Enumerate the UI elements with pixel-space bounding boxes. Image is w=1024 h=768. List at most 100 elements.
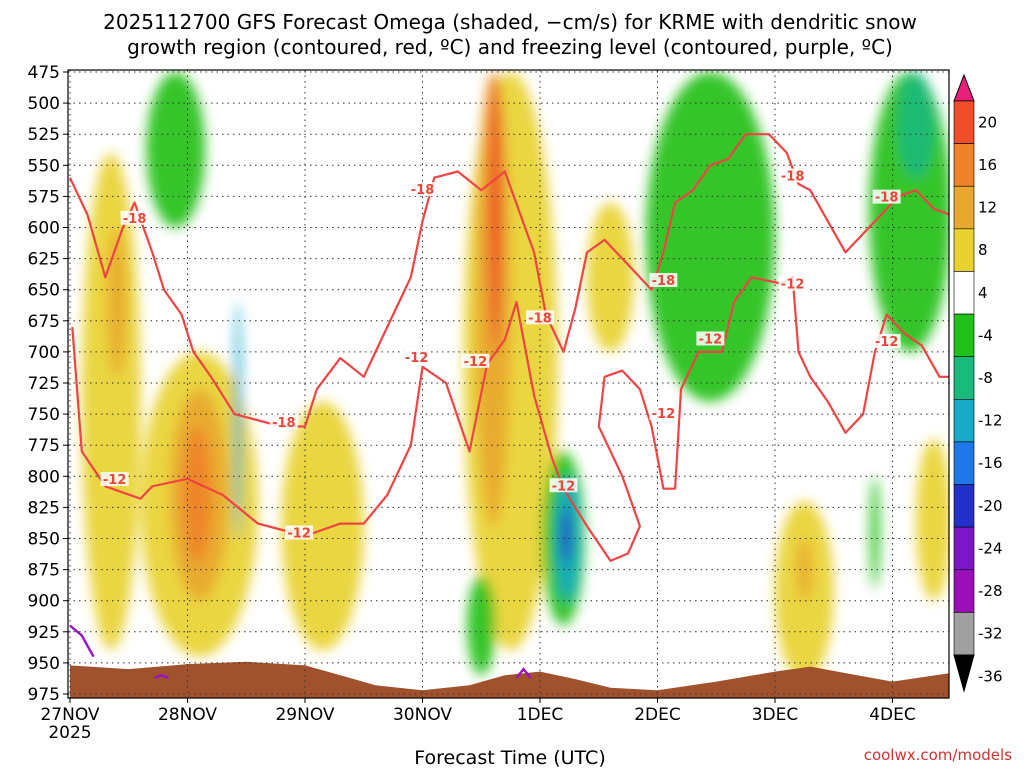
colorbar-bin [953, 526, 975, 571]
y-tick-label: 525 [28, 125, 60, 145]
y-tick-label: 725 [28, 374, 60, 394]
colorbar: 20 16 12 8 4 -4 -8 -12 -16 -20 -24 -28 -32 -36 [953, 73, 1003, 693]
omega-cell [146, 72, 206, 228]
y-tick-label: 950 [28, 654, 60, 674]
omega-cell [587, 202, 634, 352]
contour-label-text: -12 [699, 332, 723, 347]
plot-frame [67, 69, 950, 699]
y-tick-label: 650 [28, 281, 60, 301]
colorbar-label: 16 [978, 156, 997, 174]
contour-label: -12 [649, 406, 678, 422]
y-tick-label: 625 [28, 250, 60, 270]
omega-cell [898, 72, 934, 178]
contour-label: -18 [649, 272, 678, 289]
omega-cell [797, 538, 812, 601]
y-tick-label: 800 [28, 467, 60, 487]
colorbar-bin [953, 271, 975, 315]
chart-title-line2: growth region (contoured, red, ºC) and f… [127, 35, 893, 59]
omega-cell [234, 302, 242, 539]
freezing-level-contour [69, 624, 95, 658]
contour-label: -12 [778, 276, 807, 293]
contour-label: -18 [408, 182, 437, 198]
contour-lines [69, 133, 949, 679]
contour-label: -18 [120, 210, 149, 227]
contour-label-bg [872, 333, 901, 348]
omega-blobs [81, 72, 949, 682]
contour-label-bg [285, 525, 314, 540]
colorbar-label: 8 [978, 241, 988, 259]
omega-cell [645, 72, 775, 402]
colorbar-bin [953, 143, 975, 187]
omega-cell [182, 426, 211, 564]
omega-cell [870, 476, 880, 589]
y-tick-label: 925 [28, 623, 60, 643]
colorbar-bin [953, 228, 975, 272]
y-tick-label: 825 [28, 498, 60, 518]
colorbar-label: 4 [978, 284, 988, 302]
contour-label-bg [549, 478, 578, 493]
contour-label-bg [778, 168, 807, 183]
contour-label-bg [696, 331, 725, 346]
colorbar-bottom-arrow [953, 654, 975, 693]
contour-label-text: -12 [287, 527, 311, 542]
contour-label-text: -12 [103, 473, 127, 488]
x-axis-label: Forecast Time (UTC) [414, 747, 605, 768]
y-tick-label: 575 [28, 187, 60, 207]
contour-label-bg [649, 406, 678, 421]
terrain-fill [70, 661, 949, 698]
x-axis-year: 2025 [48, 723, 91, 743]
omega-cell [107, 227, 127, 377]
chart-title-line1: 2025112700 GFS Forecast Omega (shaded, −… [103, 10, 917, 34]
colorbar-label: 20 [978, 113, 997, 131]
omega-cell [467, 575, 496, 676]
y-tick-label: 675 [28, 312, 60, 332]
contour-label: -18 [872, 189, 901, 206]
contour-label-text: -18 [875, 191, 899, 206]
contour-label-bg [100, 472, 129, 487]
contour-label-bg [402, 350, 431, 365]
contour-label-text: -12 [652, 407, 676, 422]
contour-label-text: -18 [652, 274, 676, 289]
colorbar-bin [953, 100, 975, 144]
y-tick-label: 600 [28, 219, 60, 239]
contour-label-text: -12 [875, 335, 899, 350]
contour-label-bg [269, 414, 298, 429]
colorbar-label: -32 [978, 625, 1003, 643]
contour-label-text: -18 [272, 416, 296, 431]
x-tick-label: 29NOV [275, 705, 334, 725]
y-tick-label: 750 [28, 405, 60, 425]
y-tick-label: 975 [28, 685, 60, 705]
contour-label: -12 [285, 525, 314, 542]
contour-label: -12 [872, 333, 901, 350]
x-tick-label: 4DEC [869, 705, 916, 725]
y-tick-label: 500 [28, 94, 60, 114]
dgz-contour [71, 276, 949, 562]
y-tick-label: 875 [28, 561, 60, 581]
y-tick-label: 550 [28, 156, 60, 176]
x-tick-label: 2DEC [634, 705, 681, 725]
colorbar-bin [953, 612, 975, 656]
colorbar-bin [953, 484, 975, 528]
contour-label-text: -12 [405, 351, 429, 366]
x-tick-label: 30NOV [393, 705, 452, 725]
y-tick-label: 850 [28, 530, 60, 550]
contour-label-bg [872, 189, 901, 204]
colorbar-top-arrow [953, 73, 975, 102]
grid-lines [68, 70, 949, 698]
contour-label-bg [778, 276, 807, 291]
y-tick-label: 900 [28, 592, 60, 612]
contour-label-text: -18 [781, 169, 805, 184]
colorbar-label: -24 [978, 539, 1003, 557]
omega-cell [561, 507, 571, 564]
contour-label-text: -12 [781, 278, 805, 293]
colorbar-label: 12 [978, 199, 997, 217]
colorbar-label: -36 [978, 667, 1003, 685]
contour-label: -18 [269, 414, 298, 431]
colorbar-label: -20 [978, 497, 1003, 515]
contour-label: -12 [100, 472, 129, 488]
y-axis-ticks: 475 500 525 550 575 600 625 650 675 700 725 750 775 8… [28, 63, 68, 705]
freezing-level-contour [154, 674, 170, 679]
contour-label-bg [120, 210, 149, 225]
y-tick-label: 775 [28, 436, 60, 456]
x-tick-label: 1DEC [517, 705, 564, 725]
